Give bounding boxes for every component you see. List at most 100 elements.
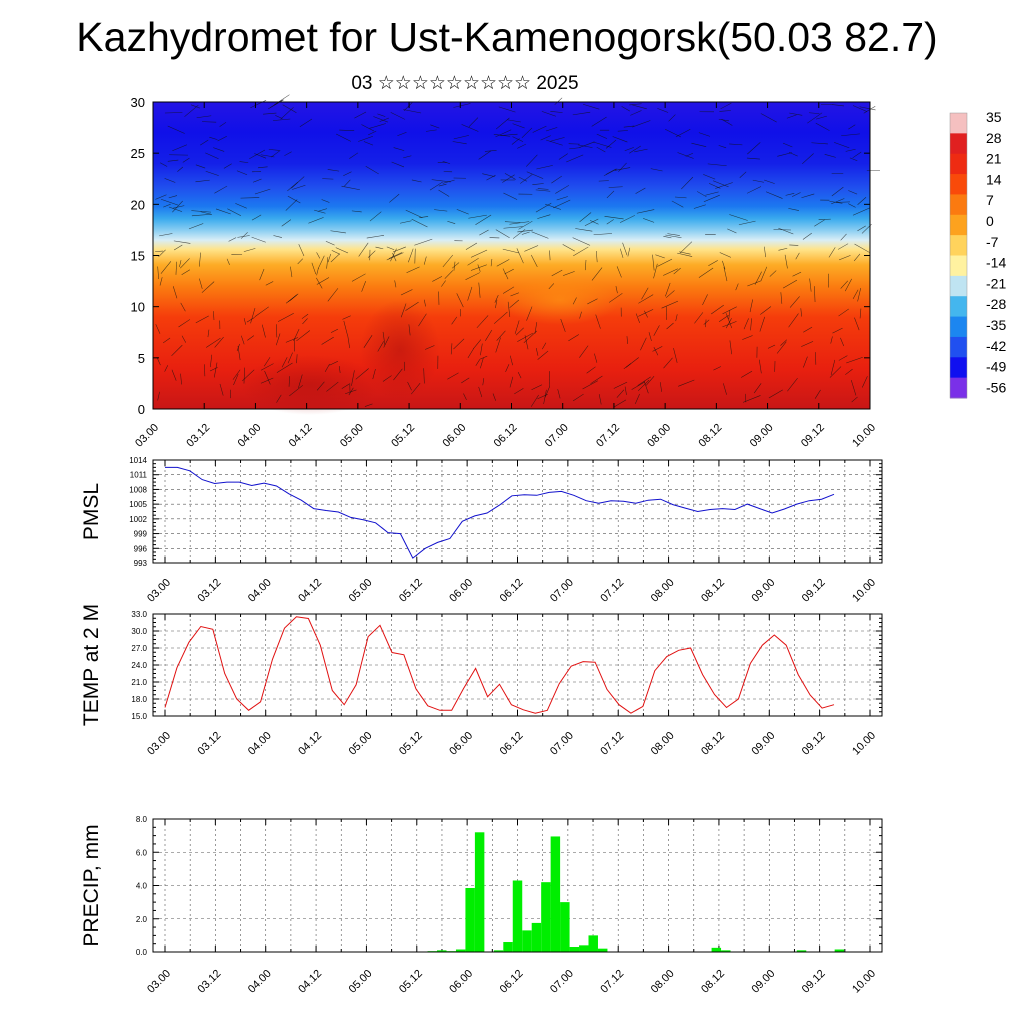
y-tick-label: 18.0	[131, 695, 147, 704]
colorbar-label: -42	[986, 338, 1006, 354]
wind-vector	[729, 143, 743, 146]
wind-vector	[818, 218, 831, 220]
wind-vector	[705, 319, 707, 328]
wind-vector	[530, 254, 538, 268]
wind-vector	[204, 364, 206, 377]
wind-vector	[531, 384, 543, 391]
wind-vector	[634, 148, 648, 153]
wind-vector	[172, 286, 178, 299]
wind-vector	[723, 266, 728, 282]
wind-vector	[831, 186, 844, 197]
y-tick-label: 0.0	[136, 948, 148, 957]
wind-vector	[235, 203, 247, 209]
wind-vector	[746, 186, 762, 194]
wind-vector	[330, 253, 340, 263]
wind-vector	[707, 163, 727, 167]
wind-vector	[536, 165, 553, 170]
colorbar-label: 0	[986, 213, 994, 229]
wind-vector	[852, 105, 867, 112]
wind-vector	[316, 252, 321, 259]
wind-vector	[339, 129, 355, 131]
wind-vector	[834, 142, 850, 149]
wind-vector	[760, 266, 768, 281]
wind-vector	[836, 201, 850, 203]
wind-vector	[788, 208, 799, 211]
wind-vector	[296, 330, 311, 342]
wind-vector	[764, 179, 775, 184]
x-tick-label: 04.12	[296, 577, 324, 605]
wind-vector	[850, 380, 857, 396]
wind-vector	[179, 260, 182, 267]
wind-vector	[789, 296, 800, 308]
wind-vector	[629, 145, 641, 154]
wind-vector	[612, 136, 628, 143]
colorbar-swatch	[950, 153, 967, 175]
wind-vector	[242, 369, 255, 382]
wind-vector	[167, 159, 179, 162]
wind-vector	[171, 369, 177, 381]
wind-vector	[160, 162, 168, 167]
wind-vector	[778, 247, 788, 251]
wind-vector	[635, 313, 640, 323]
wind-vector	[479, 229, 489, 236]
wind-vector	[375, 246, 384, 250]
wind-vector	[693, 204, 706, 209]
wind-vector	[287, 195, 301, 204]
wind-vector	[636, 209, 655, 214]
wind-vector	[366, 235, 384, 239]
colorbar-label: -49	[986, 359, 1006, 375]
y-tick-label: 8.0	[136, 815, 148, 824]
warm-core	[360, 300, 440, 400]
wind-vector	[302, 318, 308, 325]
wind-vector	[584, 218, 599, 226]
wind-vector	[840, 337, 844, 347]
wind-vector	[598, 394, 602, 405]
wind-vector	[575, 228, 593, 232]
wind-vector	[657, 108, 669, 113]
wind-vector	[338, 366, 341, 374]
wind-vector	[473, 339, 482, 349]
wind-vector	[202, 121, 217, 123]
colorbar-swatch	[950, 316, 967, 338]
wind-vector	[240, 197, 260, 199]
wind-vector	[591, 267, 603, 281]
wind-vector	[172, 200, 183, 213]
wind-vector	[247, 335, 255, 341]
wind-vector	[548, 283, 555, 290]
wind-vector	[537, 188, 549, 190]
wind-vector	[604, 216, 624, 220]
wind-vector	[175, 261, 177, 275]
wind-vector	[638, 309, 654, 317]
wind-vector	[816, 115, 827, 120]
wind-vector	[496, 259, 510, 267]
wind-vector	[382, 375, 392, 382]
wind-vector	[268, 149, 280, 151]
wind-vector	[478, 386, 483, 398]
y-tick-label: 1011	[130, 471, 148, 480]
wind-vector	[434, 209, 448, 212]
wind-vector	[351, 370, 355, 386]
wind-vector	[532, 125, 547, 133]
x-tick-label: 09.00	[749, 968, 777, 996]
wind-vector	[665, 128, 682, 138]
wind-vector	[814, 286, 816, 303]
wind-vector	[582, 104, 600, 110]
wind-vector	[272, 118, 291, 121]
wind-vector	[405, 209, 423, 218]
wind-vector	[650, 168, 663, 172]
wind-vector	[780, 339, 788, 346]
wind-vector	[635, 187, 646, 194]
wind-vector	[679, 251, 691, 255]
y-tick-label: 24.0	[131, 661, 147, 670]
wind-vector	[331, 250, 341, 255]
wind-vector	[173, 240, 191, 244]
wind-vector	[661, 300, 679, 309]
wind-vector	[296, 354, 298, 364]
wind-vector	[502, 248, 520, 254]
wind-vector	[631, 381, 646, 390]
wind-vector	[718, 119, 729, 122]
wind-vector	[418, 313, 427, 327]
wind-vector	[240, 232, 248, 239]
wind-vector	[532, 183, 544, 185]
wind-vector	[546, 139, 563, 146]
